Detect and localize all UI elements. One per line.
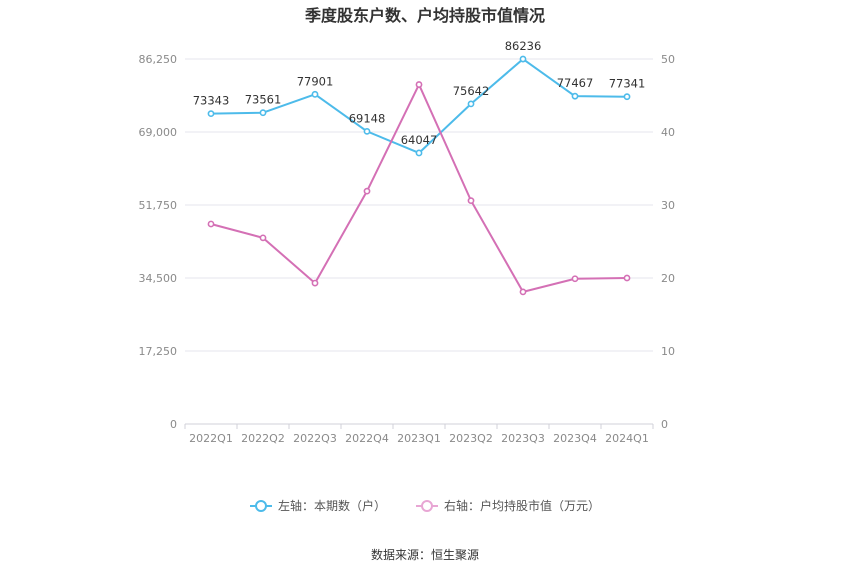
chart-title: 季度股东户数、户均持股市值情况 — [304, 6, 545, 25]
y-left-tick-label: 0 — [170, 418, 177, 431]
legend-swatch-households — [249, 499, 272, 513]
data-point-households — [467, 100, 475, 108]
source-note: 数据来源：恒生聚源 — [370, 548, 479, 562]
x-tick-label: 2023Q4 — [553, 432, 597, 445]
data-label: 77467 — [557, 76, 594, 90]
data-label: 64047 — [401, 133, 438, 147]
y-right-tick-label: 20 — [661, 272, 675, 285]
series-line-avg-holding — [210, 83, 628, 293]
data-point-households — [363, 127, 371, 135]
legend-label-avg-holding: 右轴：户均持股市值（万元） — [444, 499, 601, 513]
data-label: 69148 — [349, 111, 386, 125]
data-point-households — [311, 90, 319, 98]
y-right-tick-label: 30 — [661, 199, 675, 212]
data-label: 73561 — [245, 93, 282, 107]
y-left-tick-label: 34,500 — [139, 272, 178, 285]
data-point-avg-holding — [415, 81, 423, 88]
data-point-households — [415, 149, 423, 157]
x-tick-label: 2022Q2 — [241, 432, 285, 445]
data-point-avg-holding — [259, 234, 267, 242]
legend-swatch-avg-holding — [416, 499, 438, 513]
y-left-tick-label: 17,250 — [139, 345, 178, 358]
data-label: 77901 — [297, 74, 334, 88]
data-point-households — [623, 93, 631, 101]
x-tick-label: 2023Q2 — [449, 432, 493, 445]
data-point-avg-holding — [519, 288, 527, 296]
data-label: 75642 — [453, 84, 490, 98]
data-point-avg-holding — [363, 187, 371, 195]
data-label: 77341 — [609, 77, 646, 91]
data-point-households — [519, 55, 527, 63]
data-point-avg-holding — [467, 197, 475, 205]
data-label: 73343 — [193, 94, 230, 108]
x-tick-label: 2022Q3 — [293, 432, 337, 445]
data-point-households — [259, 109, 267, 117]
data-point-avg-holding — [571, 275, 579, 283]
legend-item-avg-holding[interactable]: 右轴：户均持股市值（万元） — [416, 497, 600, 514]
y-left-tick-label: 51,750 — [139, 199, 178, 212]
y-left-tick-label: 86,250 — [139, 53, 178, 66]
x-tick-label: 2024Q1 — [605, 432, 649, 445]
data-point-avg-holding — [623, 274, 631, 282]
data-point-avg-holding — [207, 220, 215, 228]
data-point-households — [207, 110, 215, 118]
x-tick-label: 2022Q4 — [345, 432, 389, 445]
y-right-tick-label: 10 — [661, 345, 675, 358]
x-tick-label: 2023Q3 — [501, 432, 545, 445]
data-label: 86236 — [505, 39, 542, 53]
y-right-tick-label: 0 — [661, 418, 668, 431]
legend: 左轴：本期数（户） 右轴：户均持股市值（万元） — [0, 497, 850, 514]
y-right-tick-label: 50 — [661, 53, 675, 66]
y-right-tick-label: 40 — [661, 126, 675, 139]
x-tick-label: 2022Q1 — [189, 432, 233, 445]
y-left-tick-label: 69,000 — [139, 126, 178, 139]
legend-item-households[interactable]: 左轴：本期数（户） — [249, 497, 386, 514]
x-tick-label: 2023Q1 — [397, 432, 441, 445]
data-point-avg-holding — [311, 279, 319, 287]
data-point-households — [571, 92, 579, 100]
legend-label-households: 左轴：本期数（户） — [277, 499, 386, 513]
